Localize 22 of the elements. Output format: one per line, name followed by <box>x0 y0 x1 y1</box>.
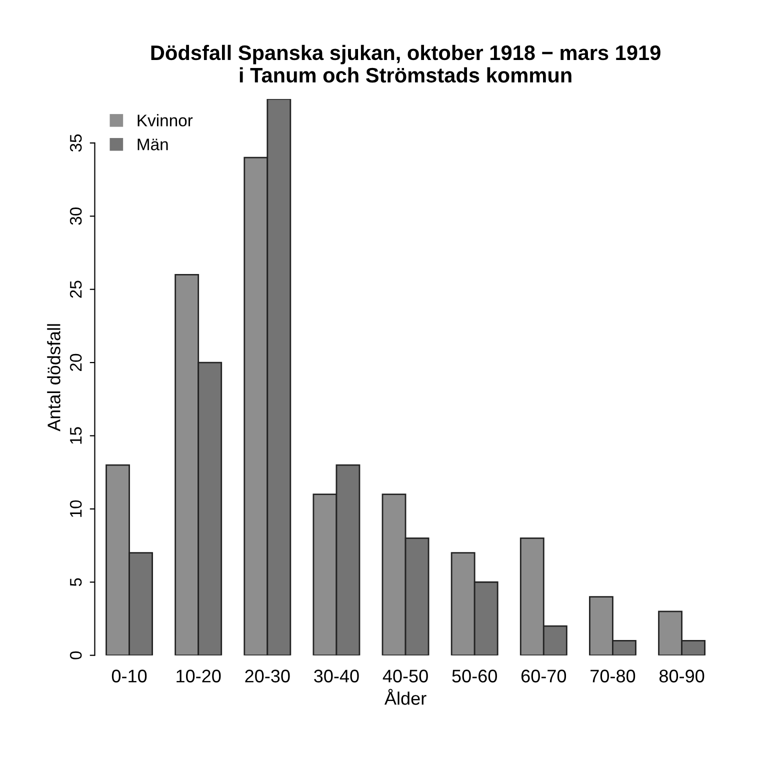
x-tick-label: 60-70 <box>521 670 566 682</box>
x-tick-label: 40-50 <box>382 670 428 682</box>
y-axis-title: Antal dödsfall <box>47 324 60 432</box>
x-tick-label: 70-80 <box>590 670 636 682</box>
legend-label: Män <box>138 138 168 150</box>
x-axis-title: Ålder <box>384 688 426 705</box>
y-tick-label: 35 <box>70 134 82 152</box>
y-tick-label: 20 <box>70 354 82 371</box>
legend-label: Kvinnor <box>138 114 193 126</box>
x-tick-label: 0-10 <box>112 670 147 682</box>
x-tick-label: 30-40 <box>314 670 359 682</box>
y-tick-label: 5 <box>70 578 82 586</box>
y-tick-label: 25 <box>70 280 82 298</box>
x-tick-label: 10-20 <box>176 670 221 682</box>
y-tick-label: 10 <box>70 500 82 517</box>
x-tick-label: 20-30 <box>245 670 290 682</box>
y-tick-label: 15 <box>70 427 82 444</box>
x-tick-label: 50-60 <box>452 670 497 682</box>
x-tick-label: 80-90 <box>659 670 704 682</box>
y-tick-label: 30 <box>70 208 82 225</box>
chart-title: Dödsfall Spanska sjukan, oktober 1918 − mars 1919 i Tanum och Strömstads kommun <box>151 44 660 83</box>
y-tick-label: 0 <box>70 651 82 660</box>
